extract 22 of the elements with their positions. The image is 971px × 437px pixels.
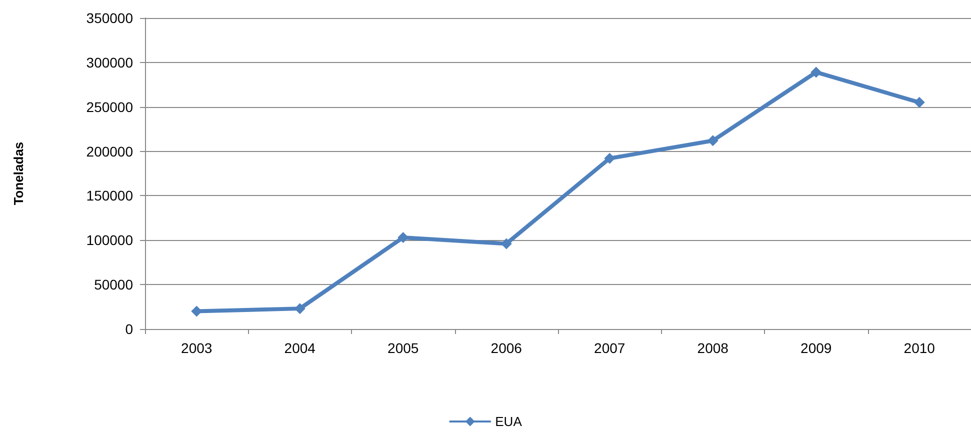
x-tick-label: 2006: [490, 340, 522, 356]
y-tick-label: 200000: [86, 143, 134, 160]
y-axis-title: Toneladas: [11, 142, 26, 206]
x-tick-label: 2009: [800, 340, 832, 356]
x-tick-label: 2003: [181, 340, 212, 356]
y-tick-label: 350000: [86, 10, 134, 26]
x-tick-label: 2008: [697, 340, 729, 356]
legend-label: EUA: [495, 414, 522, 429]
y-tick-label: 150000: [86, 188, 134, 204]
x-tick-label: 2005: [388, 340, 419, 356]
x-tick-label: 2004: [284, 340, 316, 356]
y-tick-label: 100000: [86, 232, 134, 248]
point: [810, 66, 822, 78]
x-tick-label: 2010: [904, 340, 936, 356]
point: [914, 96, 925, 108]
y-tick-label: 0: [125, 321, 134, 337]
point: [604, 152, 616, 164]
point: [707, 135, 718, 146]
y-tick-label: 50000: [94, 276, 134, 293]
x-tick-label: 2007: [594, 340, 626, 356]
y-tick-label: 250000: [86, 98, 134, 115]
y-tick-label: 300000: [86, 54, 134, 70]
